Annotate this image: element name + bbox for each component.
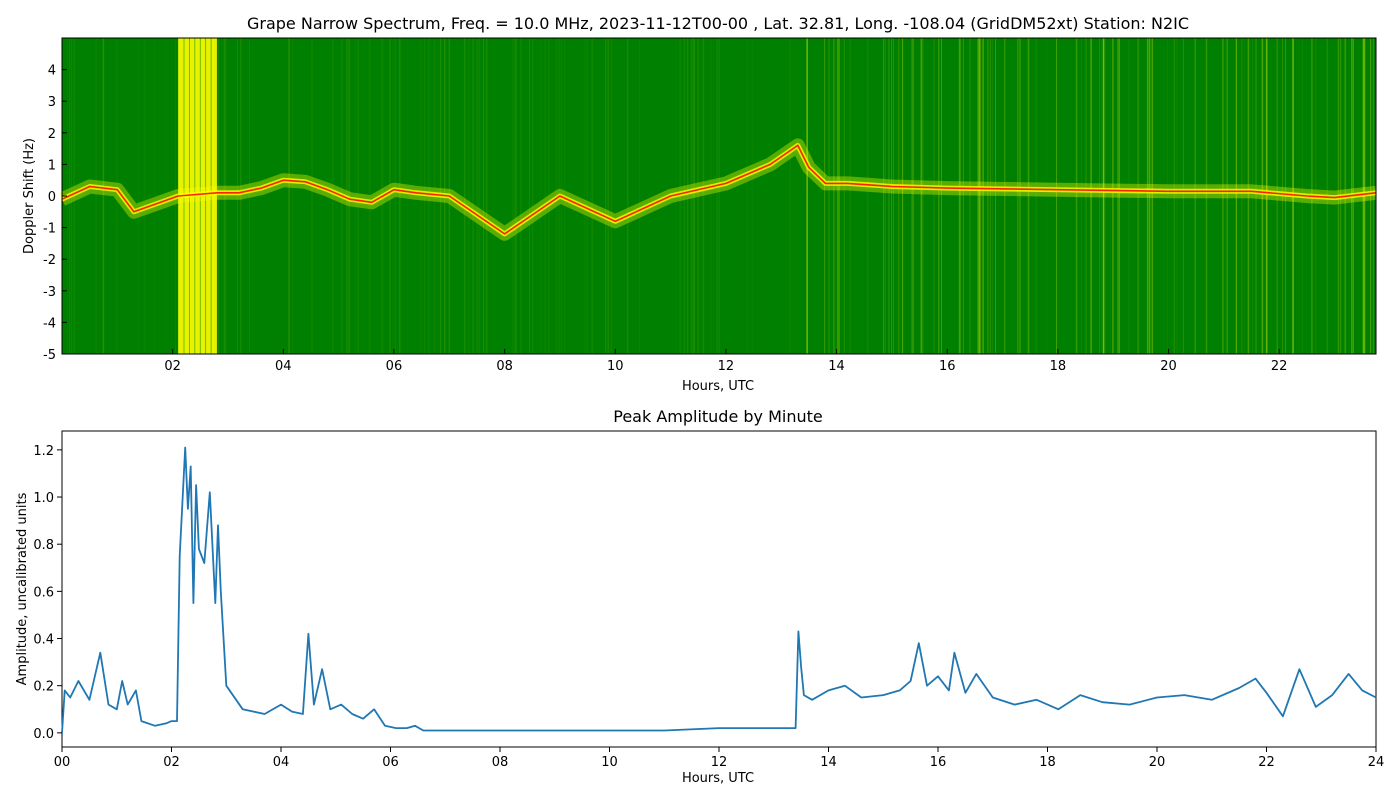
spectrogram-plot-area (59, 37, 1377, 355)
x-tick-label: 06 (386, 359, 403, 374)
amplitude-y-axis-label: Amplitude, uncalibrated units (15, 492, 30, 685)
y-tick-label: -1 (43, 222, 56, 237)
x-tick-label: 10 (607, 359, 624, 374)
spectrogram-background (62, 38, 1376, 354)
x-tick-label: 20 (1160, 359, 1177, 374)
y-tick-label: 3 (48, 95, 56, 110)
y-tick-label: -4 (43, 316, 56, 331)
x-tick-label: 10 (601, 755, 618, 770)
y-tick-label: 2 (48, 127, 56, 142)
doppler-trace-peak (61, 144, 1377, 235)
x-tick-label: 04 (273, 755, 290, 770)
y-tick-label: -5 (43, 348, 56, 363)
x-tick-label: 12 (718, 359, 735, 374)
y-tick-label: 1.0 (33, 491, 54, 506)
x-tick-label: 22 (1258, 755, 1275, 770)
spectrogram-y-ticks: -5 -4 -3 -2 -1 0 1 2 3 4 (43, 64, 67, 363)
spectrogram-x-axis-label: Hours, UTC (682, 379, 754, 394)
spectrogram-title: Grape Narrow Spectrum, Freq. = 10.0 MHz,… (247, 14, 1189, 33)
y-tick-label: 1 (48, 158, 56, 173)
x-tick-label: 18 (1050, 359, 1067, 374)
y-tick-label: 0.0 (33, 727, 54, 742)
y-tick-label: 0.4 (33, 633, 54, 648)
amplitude-x-ticks: 00 02 04 06 08 10 12 14 16 18 20 22 24 (54, 747, 1385, 770)
amplitude-frame (61, 430, 1377, 748)
y-tick-label: -3 (43, 285, 56, 300)
x-tick-label: 16 (930, 755, 947, 770)
x-tick-label: 08 (492, 755, 509, 770)
x-tick-label: 14 (820, 755, 837, 770)
y-tick-label: -2 (43, 253, 56, 268)
x-tick-label: 20 (1149, 755, 1166, 770)
x-tick-label: 02 (163, 755, 180, 770)
x-tick-label: 16 (939, 359, 956, 374)
spectrogram-panel: Grape Narrow Spectrum, Freq. = 10.0 MHz,… (22, 14, 1377, 394)
spectrogram-y-axis-label: Doppler Shift (Hz) (22, 138, 37, 254)
x-tick-label: 14 (828, 359, 845, 374)
amplitude-x-axis-label: Hours, UTC (682, 771, 754, 786)
x-tick-label: 04 (275, 359, 292, 374)
y-tick-label: 4 (48, 64, 56, 79)
x-tick-label: 12 (711, 755, 728, 770)
x-tick-label: 08 (496, 359, 513, 374)
amplitude-series-line (61, 446, 1377, 733)
amplitude-panel: Peak Amplitude by Minute 0.0 0.2 0.4 0.6 0.8… (15, 407, 1384, 786)
x-tick-label: 22 (1271, 359, 1288, 374)
amplitude-y-ticks: 0.0 0.2 0.4 0.6 0.8 1.0 1.2 (33, 444, 62, 742)
amplitude-title: Peak Amplitude by Minute (613, 407, 823, 426)
y-tick-label: 0.2 (33, 680, 54, 695)
y-tick-label: 0 (48, 190, 56, 205)
spectrogram-x-ticks: 02 04 06 08 10 12 14 16 18 20 22 (164, 349, 1287, 374)
x-tick-label: 24 (1368, 755, 1385, 770)
y-tick-label: 0.8 (33, 538, 54, 553)
y-tick-label: 0.6 (33, 585, 54, 600)
x-tick-label: 00 (54, 755, 71, 770)
x-tick-label: 06 (382, 755, 399, 770)
x-tick-label: 02 (164, 359, 181, 374)
x-tick-label: 18 (1039, 755, 1056, 770)
y-tick-label: 1.2 (33, 444, 54, 459)
amplitude-plot-area (61, 430, 1377, 748)
